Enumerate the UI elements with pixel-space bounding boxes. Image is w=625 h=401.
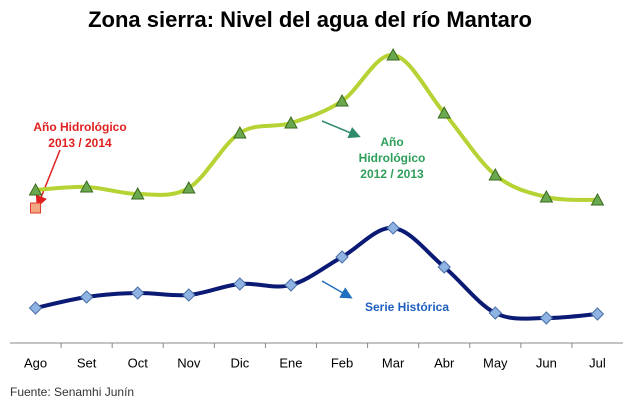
annotation-arrow xyxy=(321,280,353,299)
x-tick-label: Set xyxy=(77,355,97,370)
series-label: Año xyxy=(380,135,403,149)
data-point xyxy=(539,189,554,203)
data-point xyxy=(79,290,94,304)
x-tick-label: Mar xyxy=(382,355,405,370)
source-note: Fuente: Senamhi Junín xyxy=(10,385,134,399)
data-point xyxy=(386,47,400,61)
series-label: Serie Histórica xyxy=(365,300,449,314)
data-point xyxy=(590,192,605,206)
data-point xyxy=(488,167,503,181)
data-point xyxy=(79,179,94,193)
x-tick-label: Ago xyxy=(24,355,47,370)
data-point xyxy=(28,301,43,315)
data-point xyxy=(284,278,298,292)
data-point xyxy=(539,311,554,325)
data-point xyxy=(30,202,42,214)
series-line xyxy=(35,225,598,321)
series-label: Año Hidrológico xyxy=(33,120,126,134)
x-tick-label: Feb xyxy=(331,355,353,370)
x-tick-label: Ene xyxy=(279,355,302,370)
x-tick-label: Jun xyxy=(536,355,557,370)
x-tick-label: May xyxy=(483,355,508,370)
data-point xyxy=(590,307,605,321)
data-point xyxy=(233,125,247,139)
data-point xyxy=(437,105,452,119)
data-point xyxy=(28,182,43,196)
data-point xyxy=(335,250,349,264)
data-point xyxy=(233,277,247,291)
data-point xyxy=(130,186,145,200)
series-label: 2012 / 2013 xyxy=(360,167,424,181)
chart-title: Zona sierra: Nivel del agua del río Mant… xyxy=(88,7,532,32)
annotation-arrow xyxy=(35,149,61,208)
annotation-arrow xyxy=(321,120,361,139)
x-tick-label: Oct xyxy=(128,355,149,370)
x-tick-label: Dic xyxy=(230,355,249,370)
data-point xyxy=(335,93,349,107)
data-point xyxy=(182,288,196,302)
data-point xyxy=(131,286,145,300)
series-label: 2013 / 2014 xyxy=(48,136,112,150)
x-tick-label: Abr xyxy=(434,355,455,370)
data-point xyxy=(284,115,298,129)
data-point xyxy=(437,260,451,274)
x-tick-label: Nov xyxy=(177,355,201,370)
data-point xyxy=(181,180,196,194)
series-label: Hidrológico xyxy=(359,151,426,165)
data-point xyxy=(386,221,400,235)
data-point xyxy=(488,306,502,320)
x-tick-label: Jul xyxy=(589,355,606,370)
